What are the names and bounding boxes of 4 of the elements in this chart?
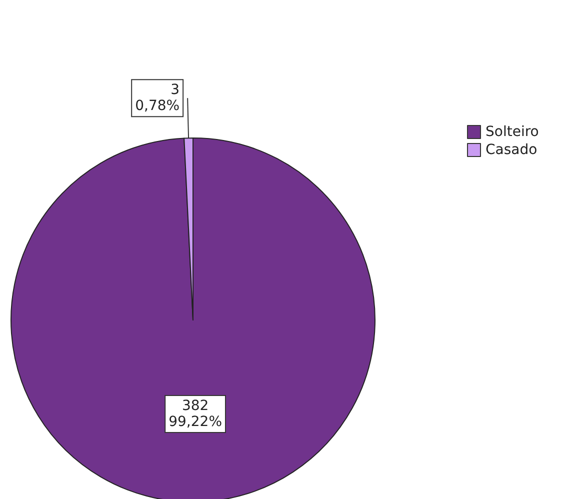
data-label: 382 99,22% [168,398,222,430]
data-label: 3 0,78% [135,82,180,114]
legend-label: Solteiro [486,124,539,140]
legend-label: Casado [486,142,538,158]
